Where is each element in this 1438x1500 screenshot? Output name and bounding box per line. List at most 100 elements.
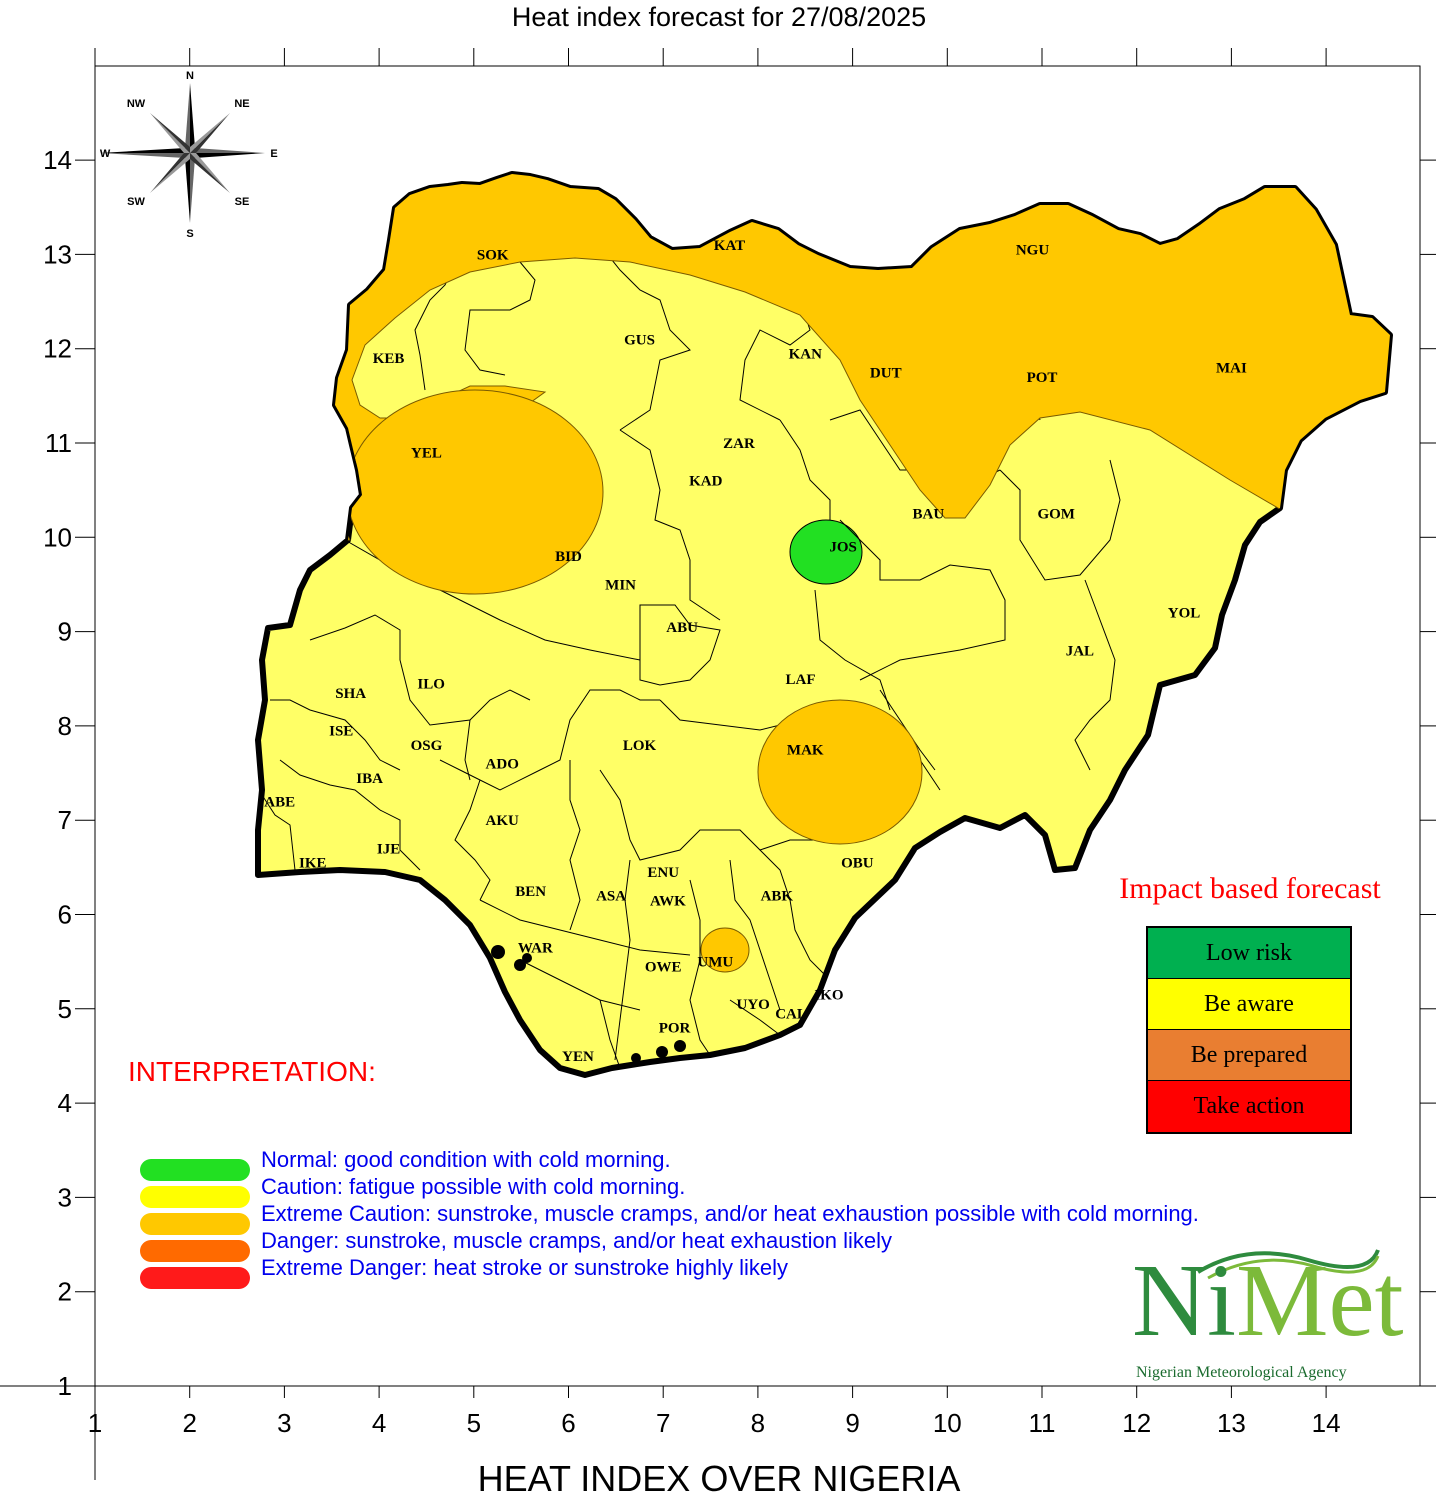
- x-tick-label-9: 9: [845, 1408, 859, 1438]
- legend-swatch-caution: [140, 1186, 250, 1208]
- state-label-iba: IBA: [356, 771, 383, 787]
- x-tick-label-11: 11: [1029, 1408, 1056, 1438]
- state-label-ise: ISE: [329, 724, 353, 740]
- state-label-sha: SHA: [335, 686, 366, 702]
- state-label-ilo: ILO: [417, 676, 445, 692]
- y-tick-label-5: 5: [58, 994, 72, 1024]
- state-label-war: WAR: [518, 941, 553, 957]
- nimet-logo-wordmark: NiMet: [1132, 1246, 1404, 1356]
- x-tick-label-6: 6: [561, 1408, 575, 1438]
- state-label-cal: CAL: [775, 1007, 807, 1023]
- state-label-ngu: NGU: [1016, 243, 1050, 259]
- state-label-uyo: UYO: [736, 997, 769, 1013]
- state-label-jal: JAL: [1066, 643, 1094, 659]
- legend-text-extreme-caution: Extreme Caution: sunstroke, muscle cramp…: [261, 1201, 1199, 1226]
- x-tick-label-2: 2: [182, 1408, 196, 1438]
- map-title: Heat index forecast for 27/08/2025: [511, 2, 927, 32]
- state-label-abk: ABK: [761, 889, 794, 905]
- x-tick-label-4: 4: [372, 1408, 386, 1438]
- state-label-iko: IKO: [814, 988, 843, 1004]
- compass-needle-w: [100, 148, 190, 153]
- legend-swatch-danger: [140, 1240, 250, 1262]
- x-tick-label-10: 10: [933, 1408, 962, 1438]
- state-label-yen: YEN: [562, 1049, 594, 1065]
- state-label-zar: ZAR: [723, 436, 755, 452]
- compass-rose: N S E W NE NW SE SW: [100, 70, 278, 240]
- state-label-dut: DUT: [870, 365, 902, 381]
- state-label-aku: AKU: [486, 813, 520, 829]
- state-label-yel: YEL: [411, 445, 442, 461]
- nimet-logo: NiMet Nigerian Meteorological Agency: [1128, 1242, 1404, 1388]
- x-tick-label-12: 12: [1122, 1408, 1151, 1438]
- legend-item-normal: Normal: good condition with cold morning…: [140, 1147, 671, 1181]
- state-label-laf: LAF: [786, 672, 816, 688]
- x-tick-label-3: 3: [277, 1408, 291, 1438]
- legend-item-extreme-caution: Extreme Caution: sunstroke, muscle cramp…: [140, 1201, 1199, 1235]
- state-label-yol: YOL: [1168, 606, 1201, 622]
- legend-swatch-extreme-caution: [140, 1213, 250, 1235]
- legend-text-extreme-danger: Extreme Danger: heat stroke or sunstroke…: [261, 1255, 789, 1280]
- x-tick-label-5: 5: [467, 1408, 481, 1438]
- state-label-jos: JOS: [829, 540, 857, 556]
- state-label-lok: LOK: [623, 738, 657, 754]
- state-label-umu: UMU: [697, 955, 733, 971]
- legend-swatch-extreme-danger: [140, 1267, 250, 1289]
- zone-normal-jos: [789, 519, 863, 585]
- impact-forecast-table: Low risk Be aware Be prepared Take actio…: [1146, 926, 1352, 1134]
- y-tick-label-7: 7: [58, 805, 72, 835]
- compass-label-sw: SW: [127, 196, 145, 208]
- x-tick-label-14: 14: [1312, 1408, 1341, 1438]
- impact-level-take-action: Take action: [1148, 1081, 1350, 1132]
- state-label-sok: SOK: [477, 247, 509, 263]
- state-label-keb: KEB: [373, 351, 405, 367]
- state-label-awk: AWK: [650, 893, 686, 909]
- compass-label-e: E: [270, 148, 277, 160]
- state-label-kan: KAN: [789, 346, 823, 362]
- interpretation-title: INTERPRETATION:: [128, 1056, 376, 1087]
- nimet-logo-ni: Ni: [1132, 1243, 1236, 1358]
- x-axis-title: HEAT INDEX OVER NIGERIA: [477, 1458, 961, 1499]
- state-label-ije: IJE: [377, 841, 400, 857]
- y-tick-label-9: 9: [58, 617, 72, 647]
- compass-needle-s: [190, 153, 195, 223]
- x-tick-label-13: 13: [1217, 1408, 1246, 1438]
- y-tick-label-2: 2: [58, 1277, 72, 1307]
- state-label-bid: BID: [555, 549, 582, 565]
- compass-label-w: W: [100, 148, 111, 160]
- y-tick-label-4: 4: [58, 1088, 72, 1118]
- state-label-min: MIN: [605, 577, 636, 593]
- nimet-logo-subtitle: Nigerian Meteorological Agency: [1136, 1364, 1347, 1381]
- state-label-owe: OWE: [645, 959, 682, 975]
- compass-label-se: SE: [235, 196, 250, 208]
- state-label-ado: ADO: [486, 757, 519, 773]
- coastal-islands: [491, 945, 686, 1063]
- compass-label-ne: NE: [234, 98, 249, 110]
- compass-needle-n: [190, 83, 195, 153]
- state-label-mak: MAK: [787, 742, 824, 758]
- y-tick-label-3: 3: [58, 1182, 72, 1212]
- state-labels: SOK KAT NGU KEB GUS KAN DUT POT MAI ZAR YEL KAD BAU G…: [264, 238, 1247, 1065]
- state-label-gom: GOM: [1037, 507, 1075, 523]
- y-tick-label-8: 8: [58, 711, 72, 741]
- compass-needle-e: [190, 153, 265, 158]
- legend-text-normal: Normal: good condition with cold morning…: [261, 1147, 671, 1172]
- nimet-logo-met: Met: [1236, 1243, 1404, 1358]
- y-tick-label-10: 10: [43, 522, 72, 552]
- impact-level-low-risk: Low risk: [1148, 928, 1350, 979]
- y-tick-label-13: 13: [43, 239, 72, 269]
- state-label-enu: ENU: [647, 865, 679, 881]
- state-label-ben: BEN: [515, 884, 546, 900]
- state-label-asa: ASA: [596, 889, 626, 905]
- state-label-kat: KAT: [714, 238, 745, 254]
- legend-item-danger: Danger: sunstroke, muscle cramps, and/or…: [140, 1228, 892, 1262]
- state-label-pot: POT: [1027, 370, 1058, 386]
- state-label-mai: MAI: [1216, 361, 1247, 377]
- compass-label-n: N: [186, 70, 194, 82]
- legend-item-caution: Caution: fatigue possible with cold morn…: [140, 1174, 685, 1208]
- x-tick-label-8: 8: [751, 1408, 765, 1438]
- state-label-ike: IKE: [299, 856, 327, 872]
- state-label-abe: ABE: [264, 794, 295, 810]
- state-label-kad: KAD: [689, 474, 723, 490]
